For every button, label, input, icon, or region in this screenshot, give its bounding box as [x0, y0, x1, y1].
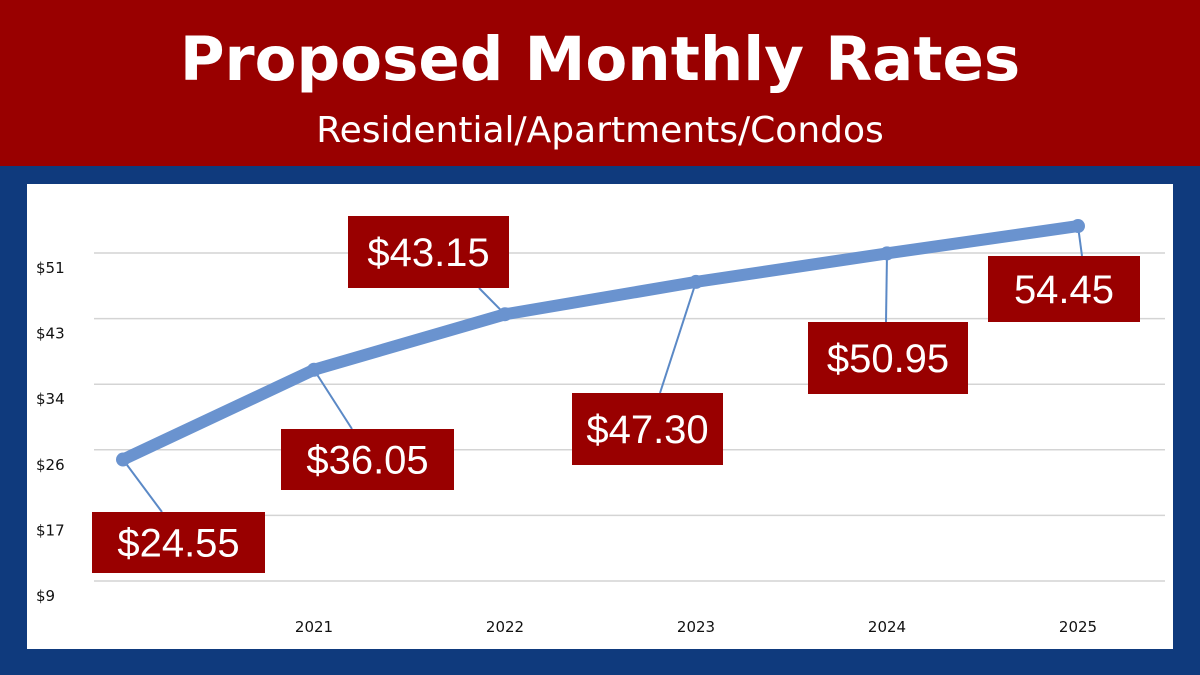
chart-subtitle: Residential/Apartments/Condos: [316, 110, 884, 151]
data-label-box: [348, 216, 509, 288]
leader-line: [659, 281, 697, 394]
x-tick-label: 2021: [295, 618, 333, 636]
line-chart: $9 $17 $26 $34 $43 $51 2021 2022 2023 2024 2025 $24…: [36, 216, 1165, 636]
leader-line: [885, 253, 888, 323]
x-tick-label: 2024: [868, 618, 906, 636]
y-tick-label: $34: [36, 390, 65, 408]
data-label: $36.05: [306, 439, 428, 483]
y-tick-label: $43: [36, 325, 65, 343]
data-label: 54.45: [1014, 268, 1114, 312]
data-point: [1071, 219, 1085, 234]
chart-panel: $9 $17 $26 $34 $43 $51 2021 2022 2023 2024 2025 $24…: [27, 184, 1173, 649]
y-tick-label: $51: [36, 259, 65, 277]
data-point: [880, 246, 894, 261]
title-banner: Proposed Monthly Rates Residential/Apart…: [0, 0, 1200, 166]
y-tick-label: $17: [36, 521, 65, 539]
y-tick-label: $9: [36, 587, 55, 605]
data-point: [689, 274, 703, 289]
data-label-box: [281, 429, 454, 490]
data-label: $47.30: [586, 408, 708, 452]
data-label-box: [988, 256, 1140, 322]
data-label: $24.55: [117, 522, 239, 566]
data-label-box: [92, 512, 265, 573]
data-label: $50.95: [827, 337, 949, 381]
data-label: $43.15: [367, 231, 489, 275]
x-tick-label: 2022: [486, 618, 524, 636]
y-tick-label: $26: [36, 456, 65, 474]
x-tick-label: 2025: [1059, 618, 1097, 636]
data-point: [116, 452, 130, 467]
series-line: [117, 220, 1084, 466]
data-label-box: [808, 322, 968, 394]
data-label-box: [572, 393, 723, 465]
leader-line: [313, 369, 353, 430]
leader-line: [122, 458, 163, 513]
x-tick-label: 2023: [677, 618, 715, 636]
data-point: [498, 307, 512, 322]
chart-title: Proposed Monthly Rates: [179, 24, 1021, 95]
data-point: [307, 362, 321, 377]
